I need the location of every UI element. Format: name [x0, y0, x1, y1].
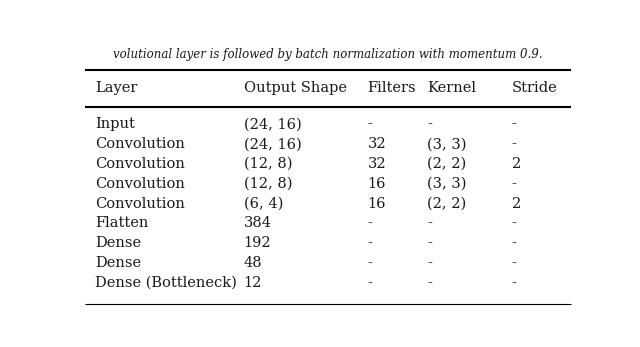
Text: -: -: [428, 256, 432, 270]
Text: -: -: [511, 236, 516, 250]
Text: 48: 48: [244, 256, 262, 270]
Text: -: -: [428, 236, 432, 250]
Text: Dense: Dense: [95, 256, 141, 270]
Text: Stride: Stride: [511, 82, 557, 95]
Text: 16: 16: [367, 196, 386, 211]
Text: (12, 8): (12, 8): [244, 157, 292, 171]
Text: 32: 32: [367, 157, 387, 171]
Text: -: -: [367, 256, 372, 270]
Text: Dense (Bottleneck): Dense (Bottleneck): [95, 276, 237, 290]
Text: (2, 2): (2, 2): [428, 157, 467, 171]
Text: (2, 2): (2, 2): [428, 196, 467, 211]
Text: -: -: [511, 256, 516, 270]
Text: Layer: Layer: [95, 82, 137, 95]
Text: 192: 192: [244, 236, 271, 250]
Text: 16: 16: [367, 177, 386, 191]
Text: (24, 16): (24, 16): [244, 118, 301, 132]
Text: 12: 12: [244, 276, 262, 290]
Text: Kernel: Kernel: [428, 82, 476, 95]
Text: -: -: [511, 216, 516, 230]
Text: (3, 3): (3, 3): [428, 177, 467, 191]
Text: -: -: [511, 137, 516, 151]
Text: Output Shape: Output Shape: [244, 82, 347, 95]
Text: Dense: Dense: [95, 236, 141, 250]
Text: Flatten: Flatten: [95, 216, 148, 230]
Text: (6, 4): (6, 4): [244, 196, 283, 211]
Text: -: -: [367, 236, 372, 250]
Text: 2: 2: [511, 157, 521, 171]
Text: (12, 8): (12, 8): [244, 177, 292, 191]
Text: Convolution: Convolution: [95, 177, 185, 191]
Text: volutional layer is followed by batch normalization with momentum 0.9.: volutional layer is followed by batch no…: [113, 48, 543, 61]
Text: 384: 384: [244, 216, 272, 230]
Text: Convolution: Convolution: [95, 137, 185, 151]
Text: Filters: Filters: [367, 82, 416, 95]
Text: Convolution: Convolution: [95, 196, 185, 211]
Text: -: -: [428, 216, 432, 230]
Text: -: -: [367, 276, 372, 290]
Text: -: -: [428, 118, 432, 132]
Text: -: -: [511, 177, 516, 191]
Text: 32: 32: [367, 137, 387, 151]
Text: 2: 2: [511, 196, 521, 211]
Text: -: -: [367, 118, 372, 132]
Text: (24, 16): (24, 16): [244, 137, 301, 151]
Text: (3, 3): (3, 3): [428, 137, 467, 151]
Text: Convolution: Convolution: [95, 157, 185, 171]
Text: -: -: [511, 276, 516, 290]
Text: -: -: [428, 276, 432, 290]
Text: Input: Input: [95, 118, 135, 132]
Text: -: -: [511, 118, 516, 132]
Text: -: -: [367, 216, 372, 230]
